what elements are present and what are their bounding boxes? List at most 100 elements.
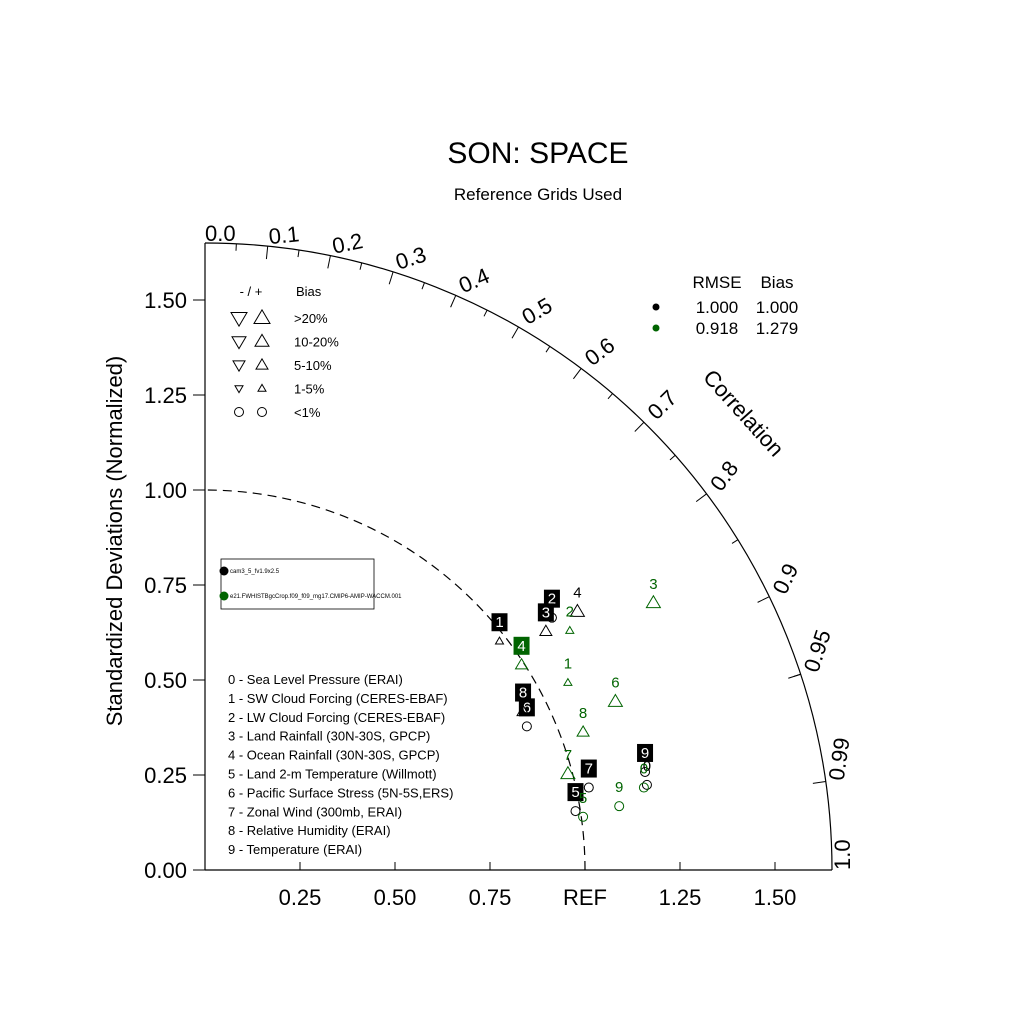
correlation-tick-label: 0.9 xyxy=(767,560,803,598)
data-point-label: 4 xyxy=(573,585,581,602)
correlation-tick-label: 0.1 xyxy=(268,221,301,249)
case-legend-dot xyxy=(219,566,229,576)
stats-dot xyxy=(652,303,660,311)
stats-rmse-value: 1.000 xyxy=(696,298,739,317)
variable-legend: 0 - Sea Level Pressure (ERAI) 1 - SW Clou… xyxy=(228,672,453,857)
bias-legend-plus-marker xyxy=(255,357,269,370)
data-point-label: 6 xyxy=(523,699,531,716)
correlation-tick-mark xyxy=(695,493,707,503)
correlation-tick-label: 0.6 xyxy=(580,332,619,370)
data-point-label-box xyxy=(513,636,530,655)
case-legend-box xyxy=(220,558,375,610)
bias-legend-plus-marker xyxy=(257,383,267,392)
variable-legend-item: 5 - Land 2-m Temperature (Willmott) xyxy=(228,767,437,782)
bias-legend: - / + Bias >20% 10-20% 5-10% 1-5% <1% xyxy=(230,284,339,420)
stats-bias-header: Bias xyxy=(760,273,793,292)
correlation-minor-tick xyxy=(297,250,300,258)
x-tick-label: 1.25 xyxy=(659,885,702,910)
correlation-tick-mark xyxy=(757,596,770,603)
y-tick-label: 0.75 xyxy=(144,573,187,598)
stats-dot xyxy=(652,324,660,332)
data-point-marker xyxy=(564,625,575,634)
correlation-minor-tick xyxy=(669,454,676,461)
bias-legend-minus-marker xyxy=(230,312,248,328)
data-point-label: 4 xyxy=(517,638,525,655)
data-point-label: 5 xyxy=(579,790,587,807)
correlation-tick-mark xyxy=(634,421,645,432)
variable-legend-item: 3 - Land Rainfall (30N-30S, GPCP) xyxy=(228,729,430,744)
x-tick-label: 0.50 xyxy=(374,885,417,910)
bias-legend-plus-marker xyxy=(257,407,267,417)
correlation-tick-label: 0.0 xyxy=(205,221,236,246)
data-point-marker xyxy=(569,603,586,617)
data-point-label: 8 xyxy=(579,705,587,722)
bias-legend-minus-marker xyxy=(234,385,244,394)
data-point-label: 6 xyxy=(611,675,619,692)
bias-legend-bias-header: Bias xyxy=(296,284,322,299)
data-point-label-box xyxy=(580,759,597,778)
stats-bias-value: 1.279 xyxy=(756,319,799,338)
correlation-tick-mark xyxy=(327,255,331,269)
data-point-label: 1 xyxy=(495,614,503,631)
correlation-minor-tick xyxy=(359,262,363,270)
correlation-tick-label: 0.3 xyxy=(392,242,429,275)
bias-legend-plus-marker xyxy=(254,333,270,347)
case-legend: cam3_5_fv1.9x2.5 e21.FWHISTBgcCrop.f09_f0… xyxy=(219,558,402,610)
variable-legend-item: 4 - Ocean Rainfall (30N-30S, GPCP) xyxy=(228,748,440,763)
correlation-tick-label: 0.8 xyxy=(705,456,743,495)
bias-legend-label: <1% xyxy=(294,405,321,420)
y-axis-ticks: 0.00 0.25 0.50 0.75 1.00 1.25 1.50 xyxy=(144,288,205,883)
data-point-marker xyxy=(638,782,649,793)
stats-rmse-value: 0.918 xyxy=(696,319,739,338)
case-legend-dot xyxy=(219,591,229,601)
correlation-tick-label: 0.4 xyxy=(455,263,493,298)
variable-legend-item: 9 - Temperature (ERAI) xyxy=(228,842,362,857)
data-point-marker xyxy=(640,766,651,777)
data-point-marker xyxy=(494,636,505,645)
data-point-marker xyxy=(583,782,594,793)
data-point-label: 3 xyxy=(649,576,657,593)
x-tick-label: 0.75 xyxy=(469,885,512,910)
correlation-minor-tick xyxy=(421,282,425,290)
y-tick-label: 0.25 xyxy=(144,763,187,788)
correlation-tick-mark xyxy=(788,673,801,679)
y-tick-label: 1.25 xyxy=(144,383,187,408)
bias-legend-minus-marker xyxy=(234,407,244,417)
y-tick-label: 0.00 xyxy=(144,858,187,883)
y-tick-label: 1.00 xyxy=(144,478,187,503)
data-point-marker xyxy=(641,779,652,790)
correlation-tick-label: 0.7 xyxy=(643,385,682,424)
data-point-label: 5 xyxy=(571,784,579,801)
variable-legend-item: 6 - Pacific Surface Stress (5N-5S,ERS) xyxy=(228,785,453,800)
variable-legend-item: 8 - Relative Humidity (ERAI) xyxy=(228,823,391,838)
correlation-ticks: 0.0 0.1 0.2 0.3 0.4 0.5 0.6 0.7 0.8 0.9 0.95 0.99 1.… xyxy=(204,221,855,871)
data-point-label: 7 xyxy=(564,747,572,764)
data-point-marker xyxy=(607,693,624,707)
correlation-tick-label: 1.0 xyxy=(830,839,855,870)
correlation-tick-mark xyxy=(573,368,582,380)
rmse-bias-legend: RMSE Bias 1.000 1.000 0.918 1.279 xyxy=(652,273,799,338)
x-tick-label: REF xyxy=(563,885,607,910)
data-point-label: 7 xyxy=(585,761,593,778)
data-point-marker xyxy=(516,704,530,717)
data-point-label-box xyxy=(537,603,554,622)
data-point-label: 0 xyxy=(640,761,648,778)
data-point-marker xyxy=(578,811,589,822)
data-point-label-box xyxy=(515,683,532,702)
data-point-label: 2 xyxy=(566,604,574,621)
data-point-label-box xyxy=(567,783,584,802)
variable-legend-item: 2 - LW Cloud Forcing (CERES-EBAF) xyxy=(228,710,445,725)
bias-legend-minus-marker xyxy=(231,336,247,350)
data-point-label: 3 xyxy=(542,604,550,621)
correlation-minor-tick xyxy=(607,393,613,400)
stats-bias-value: 1.000 xyxy=(756,298,799,317)
bias-legend-minus-marker xyxy=(232,360,246,373)
case-legend-label: cam3_5_fv1.9x2.5 xyxy=(230,569,280,575)
data-point-marker xyxy=(538,624,553,636)
bias-legend-sign-header: - / + xyxy=(240,284,263,299)
data-point-label: 2 xyxy=(548,591,556,608)
data-point-marker xyxy=(614,801,625,812)
data-point-marker xyxy=(576,724,590,737)
